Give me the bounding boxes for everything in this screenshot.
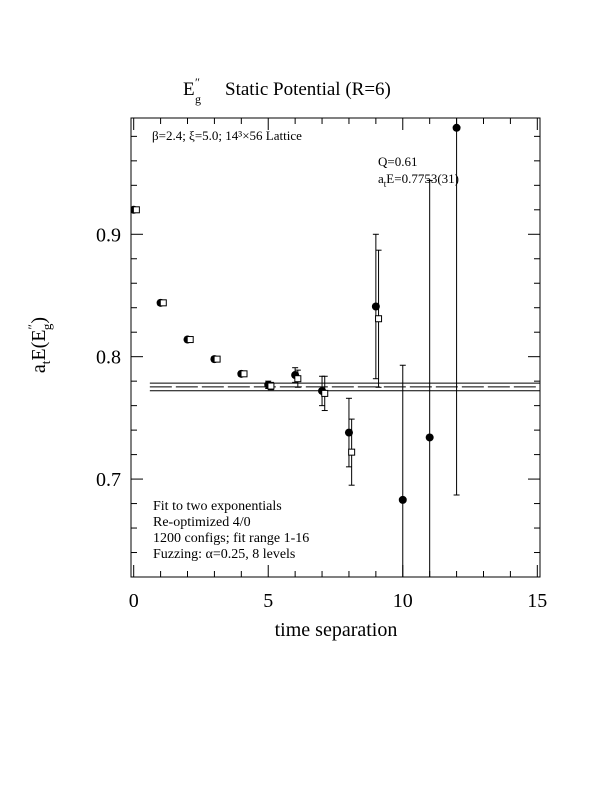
y-tick-label: 0.8 xyxy=(96,347,121,369)
point xyxy=(240,370,248,378)
point xyxy=(267,382,275,390)
q-note: Q=0.61 xyxy=(378,154,417,169)
point xyxy=(294,375,302,383)
point xyxy=(425,433,434,442)
plot-area xyxy=(131,118,540,577)
point xyxy=(321,389,329,397)
x-axis-label: time separation xyxy=(275,619,398,641)
point xyxy=(213,355,221,363)
point xyxy=(132,206,140,214)
title-subscript: g xyxy=(195,92,201,106)
title-superscript: ″ xyxy=(195,75,200,89)
chart-title: Static Potential (R=6) xyxy=(225,79,391,100)
point xyxy=(159,299,167,307)
y-label-sup: ″ xyxy=(25,324,40,329)
x-tick-label: 5 xyxy=(263,590,273,612)
y-label-a: a xyxy=(28,364,50,373)
point xyxy=(186,336,194,344)
point xyxy=(348,448,356,456)
note: Fuzzing: α=0.25, 8 levels xyxy=(153,547,295,562)
y-label-end: ) xyxy=(28,317,50,324)
note: Re-optimized 4/0 xyxy=(153,515,251,530)
point xyxy=(452,123,461,132)
point xyxy=(375,315,383,323)
y-axis-label: atE(E″g) xyxy=(25,317,54,373)
fit-note-text: E=0.7753(31) xyxy=(386,171,459,186)
x-tick-label: 0 xyxy=(129,590,139,612)
point xyxy=(344,428,353,437)
note: Fit to two exponentials xyxy=(153,499,282,514)
y-tick-label: 0.7 xyxy=(96,469,121,491)
plot-frame xyxy=(130,117,541,578)
y-label-mid: E(E xyxy=(28,329,50,360)
fit-note-a: a xyxy=(378,171,384,186)
fit-note: atE=0.7753(31) xyxy=(378,171,459,189)
point xyxy=(371,302,380,311)
fit-note-sub: t xyxy=(384,179,387,189)
y-label-text: atE(E″g) xyxy=(25,317,54,373)
note: 1200 configs; fit range 1-16 xyxy=(153,531,309,546)
point xyxy=(398,495,407,504)
x-tick-label: 15 xyxy=(527,590,547,612)
lattice-note: β=2.4; ξ=5.0; 14³×56 Lattice xyxy=(152,128,302,143)
x-tick-label: 10 xyxy=(393,590,413,612)
y-tick-label: 0.9 xyxy=(96,224,121,246)
y-label-subg: g xyxy=(39,323,54,330)
title-symbol: E xyxy=(183,79,195,100)
y-label-sub: t xyxy=(38,360,53,364)
